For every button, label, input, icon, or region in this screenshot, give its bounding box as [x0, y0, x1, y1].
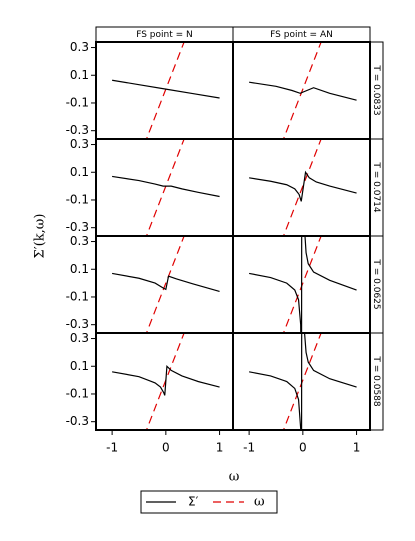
y-tick-label: -0.1: [66, 289, 89, 303]
y-tick-label: 0.1: [70, 68, 89, 82]
y-tick-label: -0.3: [66, 317, 89, 331]
panel: [112, 42, 220, 139]
y-tick-label: 0.1: [70, 359, 89, 373]
panel: [112, 139, 220, 236]
series-line: [282, 42, 322, 139]
series-line: [249, 333, 357, 430]
series-line: [282, 139, 322, 236]
legend-label: ω: [254, 495, 265, 510]
y-tick-label: 0.3: [70, 40, 89, 54]
panel-border: [95, 235, 234, 334]
y-tick-label: -0.1: [66, 192, 89, 206]
panel-border: [232, 332, 371, 431]
series-line: [112, 272, 220, 293]
panel: [249, 42, 357, 139]
x-tick-label: 1: [216, 441, 224, 455]
strip-label: T = 0.0588: [371, 355, 381, 407]
y-tick-label: -0.3: [66, 123, 89, 137]
x-tick-label: -1: [106, 441, 118, 455]
x-tick-label: 0: [299, 441, 307, 455]
legend-box: [140, 490, 278, 514]
y-axis-title: Σ′(k,ω): [33, 214, 48, 259]
series-line: [145, 236, 185, 333]
x-tick-label: 0: [162, 441, 170, 455]
panel-border: [232, 138, 371, 237]
y-tick-label: 0.1: [70, 262, 89, 276]
series-line: [249, 170, 357, 202]
y-tick-label: -0.1: [66, 386, 89, 400]
strip-label: T = 0.0714: [371, 161, 381, 213]
panel-border: [95, 332, 234, 431]
series-line: [282, 236, 322, 333]
x-tick-label: -1: [243, 441, 255, 455]
series-line: [282, 333, 322, 430]
x-tick-label: 1: [353, 441, 361, 455]
y-tick-label: 0.1: [70, 165, 89, 179]
series-line: [112, 364, 220, 396]
panel-border: [232, 41, 371, 140]
panel: [112, 236, 220, 333]
panel-border: [95, 138, 234, 237]
y-tick-label: -0.1: [66, 95, 89, 109]
y-tick-label: -0.3: [66, 414, 89, 428]
series-line: [112, 175, 220, 198]
y-tick-label: -0.3: [66, 220, 89, 234]
series-line: [249, 81, 357, 101]
panel: [249, 333, 357, 430]
x-axis-title: ω: [229, 470, 240, 485]
strip-label: T = 0.0625: [371, 258, 381, 309]
y-tick-label: 0.3: [70, 137, 89, 151]
panel: [249, 236, 357, 333]
panel: [112, 333, 220, 430]
panel: [249, 139, 357, 236]
series-line: [249, 236, 357, 333]
strip-label: FS point = N: [136, 30, 193, 40]
strip-label: FS point = AN: [270, 30, 333, 40]
strip-label: T = 0.0833: [371, 64, 381, 115]
y-tick-label: 0.3: [70, 234, 89, 248]
panel-border: [95, 41, 234, 140]
y-tick-label: 0.3: [70, 331, 89, 345]
legend-label: Σ′: [188, 495, 199, 509]
series-line: [112, 79, 220, 99]
